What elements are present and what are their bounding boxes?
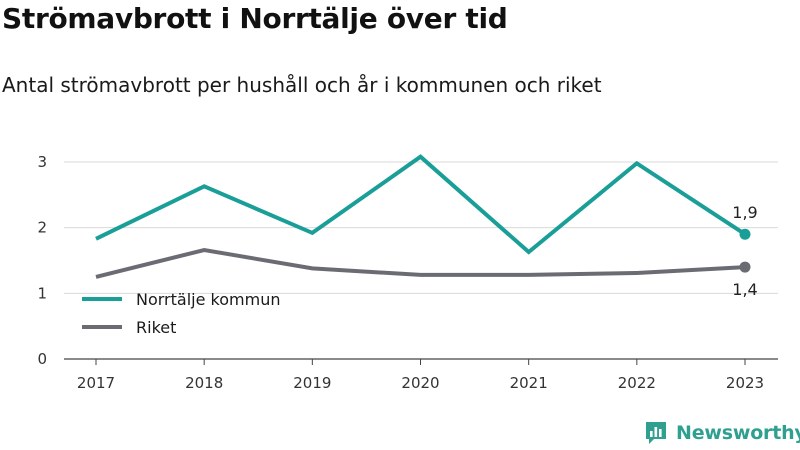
newsworthy-logo-text: Newsworthy — [676, 422, 800, 444]
y-tick-label-2: 2 — [37, 219, 47, 237]
chart-subtitle: Antal strömavbrott per hushåll och år i … — [2, 73, 602, 97]
newsworthy-logo-icon — [646, 422, 666, 444]
x-tick-label-2019: 2019 — [293, 374, 331, 392]
newsworthy-logo: Newsworthy — [644, 420, 800, 446]
legend-label-1: Riket — [136, 318, 176, 337]
x-tick-label-2023: 2023 — [726, 374, 764, 392]
y-tick-label-1: 1 — [37, 284, 47, 302]
x-tick-label-2020: 2020 — [401, 374, 439, 392]
x-tick-label-2022: 2022 — [618, 374, 656, 392]
line-chart: 0 1 2 3 2017 2018 2019 2020 2021 2022 2023 1,9 1,4 No… — [37, 153, 778, 392]
series-line-0 — [95, 154, 747, 255]
chart-title: Strömavbrott i Norrtälje över tid — [2, 2, 508, 35]
x-tick-label-2018: 2018 — [185, 374, 223, 392]
x-tick-label-2021: 2021 — [510, 374, 548, 392]
y-tick-label-3: 3 — [37, 153, 47, 171]
x-tick-label-2017: 2017 — [77, 374, 115, 392]
series-end-point-0 — [739, 228, 751, 240]
series-end-label-0: 1,9 — [732, 203, 757, 222]
series-end-point-1 — [739, 261, 751, 273]
y-tick-label-0: 0 — [37, 350, 47, 368]
legend-label-0: Norrtälje kommun — [136, 290, 280, 309]
series-end-label-1: 1,4 — [732, 280, 757, 299]
series-line-1 — [95, 247, 746, 279]
